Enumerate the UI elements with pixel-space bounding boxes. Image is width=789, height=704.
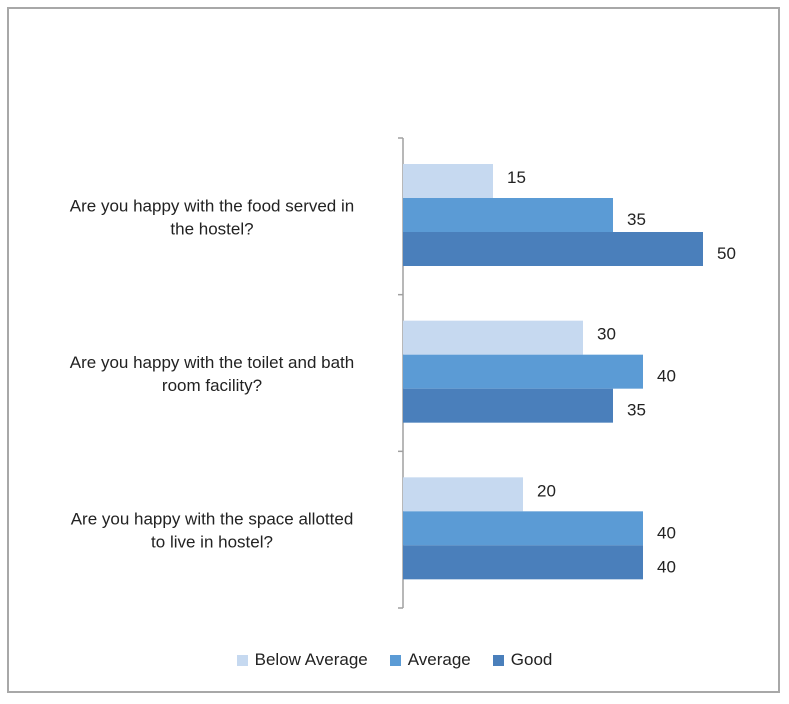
data-label: 40 [657, 367, 676, 386]
bar-good [403, 232, 703, 266]
bar-below-average [403, 320, 583, 355]
legend-swatch-good [492, 654, 504, 666]
bar-good [403, 545, 643, 580]
legend-item-good: Good [492, 650, 553, 670]
bar-good [403, 388, 613, 423]
chart-frame [7, 7, 780, 693]
category-label: room facility? [162, 376, 262, 395]
legend-item-average: Average [389, 650, 471, 670]
legend-label-average: Average [407, 650, 471, 669]
category-label: to live in hostel? [151, 533, 273, 552]
bar-average [403, 198, 613, 232]
category-label: Are you happy with the food served in [70, 196, 354, 215]
data-label: 35 [627, 210, 646, 229]
data-label: 50 [717, 244, 736, 263]
category-label: Are you happy with the space allotted [71, 510, 354, 529]
legend-swatch-below-average [236, 654, 248, 666]
category-label: Are you happy with the toilet and bath [70, 353, 354, 372]
data-label: 40 [657, 557, 676, 576]
bar-average [403, 511, 643, 546]
data-label: 15 [507, 168, 526, 187]
data-label: 35 [627, 401, 646, 420]
data-label: 40 [657, 523, 676, 542]
legend-label-good: Good [510, 650, 553, 669]
legend: Below Average Average Good [0, 650, 789, 670]
data-label: 20 [537, 481, 556, 500]
category-label: the hostel? [170, 219, 253, 238]
bar-below-average [403, 164, 493, 198]
legend-label-below-average: Below Average [254, 650, 368, 669]
legend-swatch-average [389, 654, 401, 666]
bar-below-average [403, 477, 523, 512]
legend-item-below-average: Below Average [236, 650, 368, 670]
bar-average [403, 354, 643, 389]
data-label: 30 [597, 325, 616, 344]
